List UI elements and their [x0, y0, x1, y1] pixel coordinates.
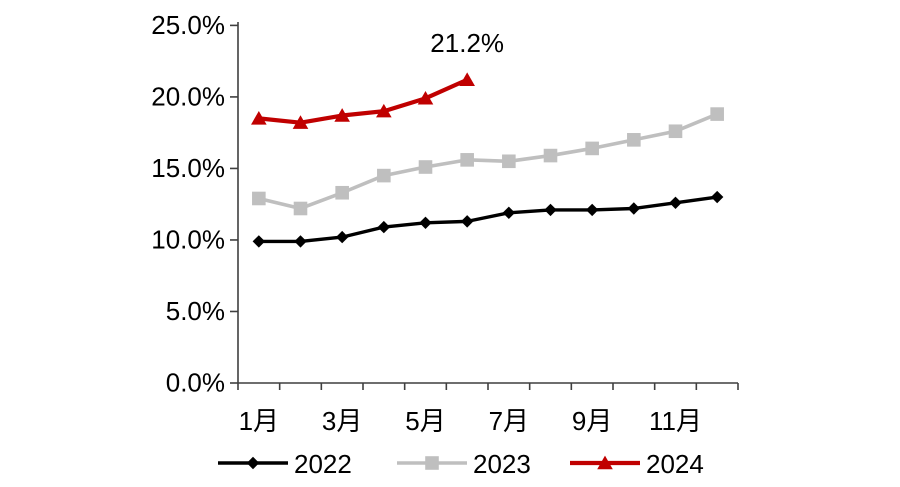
y-tick-label: 15.0%	[151, 153, 225, 183]
series-line-2023	[257, 112, 719, 211]
square-marker-icon	[460, 153, 474, 167]
diamond-marker-icon	[627, 202, 641, 215]
x-tick-label: 7月	[489, 406, 529, 436]
square-marker-icon	[502, 154, 516, 169]
diamond-marker-icon	[335, 230, 349, 244]
triangle-marker-icon	[334, 108, 350, 122]
diamond-marker-icon	[710, 190, 724, 204]
diamond-marker-icon	[377, 220, 391, 234]
x-tick-label: 1月	[239, 406, 279, 436]
triangle-marker-icon	[597, 455, 613, 470]
series-line-2022	[257, 195, 719, 244]
x-tick-label: 11月	[649, 406, 702, 436]
diamond-marker-icon	[294, 235, 307, 248]
square-marker-icon	[543, 148, 558, 163]
diamond-marker-icon	[669, 196, 682, 209]
y-tick-label: 0.0%	[166, 368, 225, 398]
diamond-marker-icon	[502, 206, 516, 219]
legend-entry-2023: 2023	[397, 449, 531, 479]
square-marker-icon	[627, 133, 641, 147]
diamond-marker-icon	[544, 203, 557, 217]
diamond-marker-icon	[585, 203, 599, 217]
diamond-marker-icon	[460, 215, 474, 228]
square-marker-icon	[335, 185, 349, 200]
square-marker-icon	[710, 107, 724, 121]
data-label-annotation: 21.2%	[430, 28, 504, 58]
legend-label-2022: 2022	[294, 449, 352, 479]
x-tick-label: 5月	[405, 406, 445, 436]
triangle-marker-icon	[251, 110, 267, 125]
legend-entry-2024: 2024	[570, 449, 704, 479]
triangle-marker-icon	[417, 90, 434, 105]
diamond-marker-icon	[419, 216, 432, 229]
y-tick-label: 20.0%	[151, 81, 225, 111]
triangle-marker-icon	[459, 72, 475, 86]
square-marker-icon	[252, 191, 266, 206]
triangle-marker-icon	[376, 103, 392, 118]
diamond-marker-icon	[246, 456, 260, 470]
square-marker-icon	[293, 201, 308, 216]
y-tick-label: 10.0%	[151, 224, 225, 254]
legend-label-2023: 2023	[473, 449, 531, 479]
x-tick-label: 9月	[572, 406, 612, 436]
square-marker-icon	[585, 141, 599, 156]
legend: 2022 2023 2024	[218, 449, 704, 479]
y-tick-label: 5.0%	[166, 296, 225, 326]
series-2024	[251, 72, 475, 129]
square-marker-icon	[668, 124, 683, 139]
square-marker-icon	[377, 168, 391, 183]
diamond-marker-icon	[252, 235, 266, 248]
series-line-2024	[256, 77, 470, 125]
square-marker-icon	[418, 160, 433, 174]
legend-label-2024: 2024	[646, 449, 704, 479]
triangle-marker-icon	[292, 115, 309, 129]
legend-entry-2022: 2022	[218, 449, 352, 479]
x-tick-label: 3月	[322, 406, 362, 436]
square-marker-icon	[425, 456, 439, 470]
y-tick-label: 25.0%	[151, 10, 225, 40]
series-2022	[252, 190, 724, 248]
series-2023	[252, 107, 724, 216]
